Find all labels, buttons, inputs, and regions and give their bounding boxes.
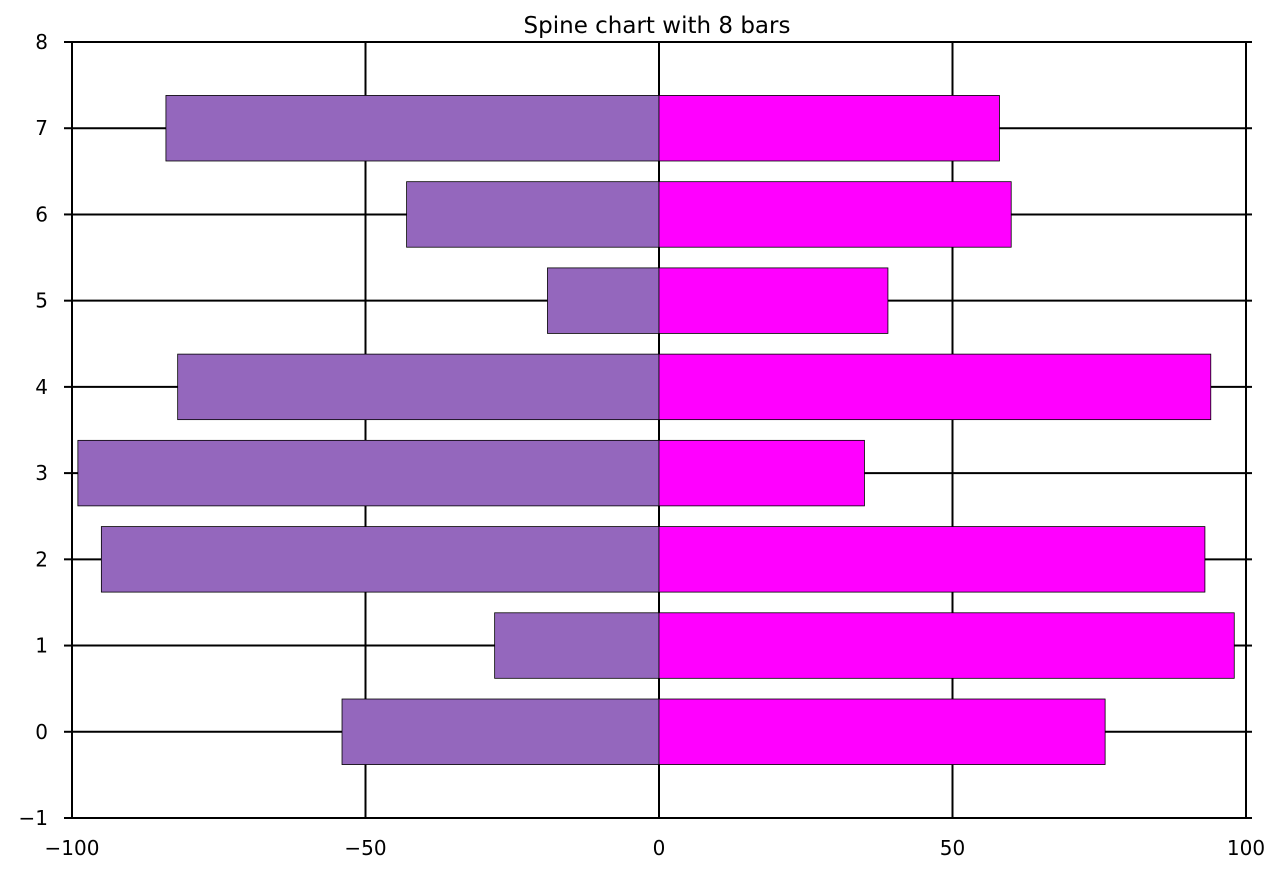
bar-series-0-cat-2 [100, 526, 660, 593]
y-tick-label: 2 [35, 547, 48, 571]
bar-series-0-cat-6 [406, 181, 660, 248]
y-tick-label: 0 [35, 720, 48, 744]
bar-series-1-cat-5 [658, 267, 889, 334]
x-tick-label: −50 [344, 836, 386, 860]
y-tick-label: 5 [35, 289, 48, 313]
bar-series-1-cat-3 [658, 439, 865, 507]
y-tick-label: 4 [35, 375, 48, 399]
bar-series-1-cat-7 [658, 95, 1000, 162]
x-tick-label: 100 [1227, 836, 1265, 860]
bar-series-1-cat-4 [658, 353, 1212, 421]
bar-series-1-cat-2 [658, 526, 1206, 593]
bar-series-0-cat-1 [494, 612, 660, 679]
bar-series-1-cat-6 [658, 181, 1012, 248]
bar-series-0-cat-5 [547, 267, 660, 334]
tick-labels: −100 −50 0 50 100 −1 0 1 2 3 4 5 6 7 8 [19, 30, 1266, 860]
y-tick-label: 6 [35, 202, 48, 226]
bars [77, 95, 1235, 765]
bar-series-0-cat-0 [341, 698, 660, 765]
y-tick-label: 3 [35, 461, 48, 485]
y-tick-label: 8 [35, 30, 48, 54]
y-tick-label: 7 [35, 116, 48, 140]
bar-series-0-cat-4 [177, 353, 660, 421]
x-tick-label: 0 [653, 836, 666, 860]
bar-series-0-cat-7 [165, 95, 660, 162]
chart-title: Spine chart with 8 bars [524, 13, 791, 39]
x-tick-label: 50 [940, 836, 965, 860]
y-tick-label: 1 [35, 634, 48, 658]
axes [64, 41, 1252, 819]
bar-series-1-cat-1 [658, 612, 1235, 679]
bar-series-1-cat-0 [658, 698, 1106, 765]
bar-series-0-cat-3 [77, 439, 660, 507]
x-tick-label: −100 [45, 836, 100, 860]
y-tick-label: −1 [19, 806, 48, 830]
